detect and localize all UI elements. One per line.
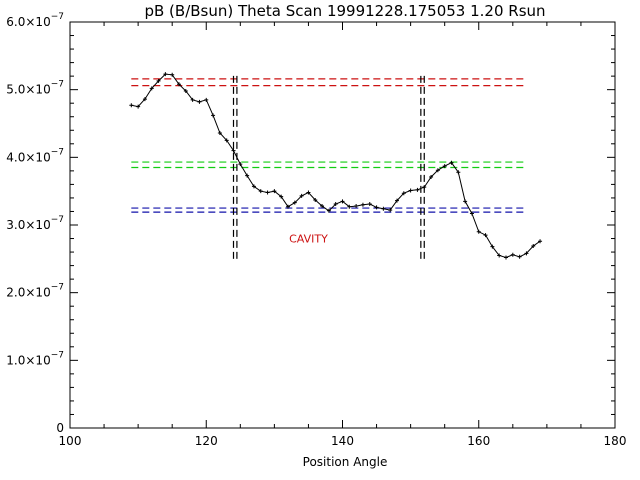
data-point: [224, 138, 229, 143]
data-point: [422, 185, 427, 190]
data-point: [129, 103, 134, 108]
data-point: [245, 173, 250, 178]
data-point: [415, 187, 420, 192]
y-tick-label: 5.0×10−7: [6, 80, 64, 97]
data-point: [163, 72, 168, 77]
data-point: [299, 193, 304, 198]
data-point: [306, 190, 311, 195]
x-tick-label: 100: [59, 434, 82, 448]
y-tick-label: 3.0×10−7: [6, 215, 64, 232]
data-point: [197, 99, 202, 104]
data-point: [497, 253, 502, 258]
x-tick-label: 120: [195, 434, 218, 448]
x-tick-label: 180: [604, 434, 627, 448]
data-point: [504, 255, 508, 260]
data-point: [204, 97, 209, 102]
data-point: [435, 168, 440, 173]
vertical-markers: [232, 72, 425, 259]
data-point: [265, 190, 270, 195]
data-point: [156, 78, 161, 83]
data-point: [142, 97, 147, 102]
data-point: [388, 208, 393, 213]
x-axis: 100 120 140 160 180: [59, 22, 627, 448]
y-tick-label: 0: [56, 421, 64, 435]
data-point: [326, 208, 331, 213]
data-point: [374, 205, 379, 210]
x-tick-label: 140: [331, 434, 354, 448]
y-tick-label: 2.0×10−7: [6, 283, 64, 300]
y-tick-label: 1.0×10−7: [6, 350, 64, 367]
data-point: [476, 229, 481, 234]
data-point: [340, 199, 345, 204]
data-point: [483, 233, 488, 238]
data-point: [401, 191, 406, 196]
y-tick-label: 4.0×10−7: [6, 147, 64, 164]
cavity-annotation: CAVITY: [289, 233, 328, 246]
plot-frame: [69, 21, 616, 429]
x-axis-label: Position Angle: [303, 455, 388, 469]
data-point: [292, 200, 297, 205]
data-point: [463, 199, 468, 204]
data-point: [510, 252, 515, 257]
x-tick-label: 160: [467, 434, 490, 448]
data-point: [333, 202, 338, 207]
data-point: [517, 254, 522, 259]
annotations: CAVITY: [289, 233, 328, 246]
data-point: [217, 130, 222, 135]
data-point: [442, 164, 447, 169]
data-point: [190, 97, 195, 102]
data-point: [456, 170, 461, 175]
reference-lines: [131, 78, 527, 213]
data-point: [258, 189, 263, 194]
data-point: [279, 194, 284, 199]
data-point: [381, 206, 386, 211]
data-point: [395, 198, 399, 203]
data-point: [211, 113, 216, 118]
data-point: [149, 86, 154, 91]
data-point: [449, 160, 454, 165]
data-point: [347, 204, 352, 209]
data-point: [429, 174, 434, 179]
data-point: [251, 184, 256, 189]
data-point: [286, 204, 290, 209]
data-point: [469, 211, 474, 216]
data-point: [238, 162, 243, 167]
data-point: [360, 202, 365, 207]
data-point: [272, 189, 277, 194]
data-point: [531, 243, 536, 248]
data-point: [320, 204, 325, 209]
data-point: [367, 202, 372, 207]
y-tick-label: 6.0×10−7: [6, 12, 64, 29]
data-point: [408, 188, 413, 193]
data-point: [354, 204, 359, 209]
data-point: [183, 89, 188, 94]
chart-title: pB (B/Bsun) Theta Scan 19991228.175053 1…: [144, 2, 545, 20]
plot-area: CAVITY: [69, 21, 616, 429]
data-point: [538, 239, 543, 244]
data-point: [490, 244, 495, 249]
data-series: [129, 72, 543, 260]
data-point: [170, 72, 175, 77]
data-point: [136, 104, 141, 109]
y-axis: 0 1.0×10−7 2.0×10−7 3.0×10−7 4.0×10−7 5.0×10−…: [6, 12, 615, 435]
data-point: [177, 82, 181, 87]
data-point: [313, 197, 318, 202]
data-point: [231, 148, 236, 153]
data-point: [524, 251, 529, 256]
